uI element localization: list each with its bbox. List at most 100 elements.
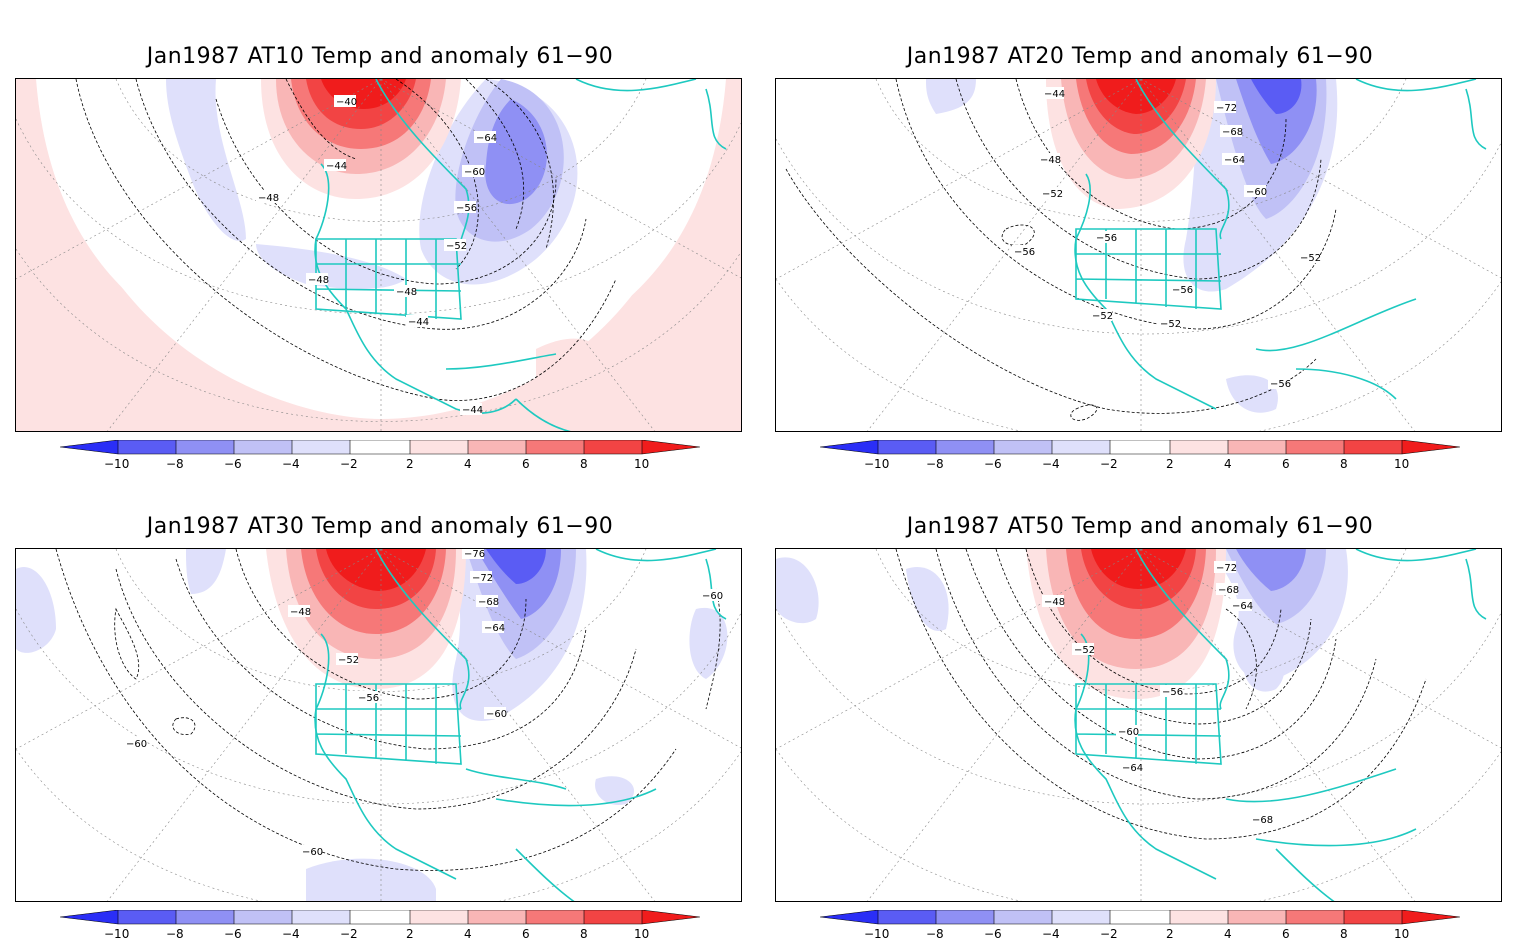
contour-label: −64 xyxy=(1122,763,1143,774)
colorbar-tick: −8 xyxy=(166,927,184,941)
contour-label: −44 xyxy=(1044,89,1065,100)
anomaly-positive-ring xyxy=(16,79,741,431)
colorbar-tick: 2 xyxy=(1166,927,1174,941)
contour-label: −60 xyxy=(464,167,485,178)
colorbar-tick: 10 xyxy=(634,457,649,471)
colorbar: −10 −8 −6 −4 −2 2 4 6 8 10 xyxy=(819,909,1461,946)
colorbar-tick: 10 xyxy=(1394,927,1409,941)
contour-label: −72 xyxy=(1216,103,1237,114)
panel-at50: Jan1987 AT50 Temp and anomaly 61−90 xyxy=(760,470,1520,941)
colorbar-tick: 10 xyxy=(634,927,649,941)
contour-label: −52 xyxy=(446,241,467,252)
contour-label: −60 xyxy=(1118,727,1139,738)
contour-label: −72 xyxy=(472,573,493,584)
contour-label: −52 xyxy=(1042,189,1063,200)
contour-label: −52 xyxy=(1092,311,1113,322)
colorbar-tick: 2 xyxy=(406,457,414,471)
contour-label: −48 xyxy=(290,607,311,618)
contour-label: −64 xyxy=(1224,155,1245,166)
map-at50: −72 −48 −68 −64 −52 −56 −60 −64 −68 xyxy=(775,548,1502,902)
colorbar-tick: −2 xyxy=(1100,457,1118,471)
contour-label: −56 xyxy=(1096,233,1117,244)
panel-title: Jan1987 AT20 Temp and anomaly 61−90 xyxy=(906,44,1374,69)
contour-label: −48 xyxy=(258,193,279,204)
map-at10: −40 −44 −48 −64 −60 −56 −52 −48 −48 −44 … xyxy=(15,78,742,432)
colorbar-tick: −4 xyxy=(1042,457,1060,471)
colorbar-tick: 6 xyxy=(1282,457,1290,471)
colorbar-tick: 8 xyxy=(580,927,588,941)
contour-label: −48 xyxy=(396,287,417,298)
contour-label: −52 xyxy=(338,655,359,666)
colorbar-tick: 10 xyxy=(1394,457,1409,471)
contour-label: −52 xyxy=(1300,253,1321,264)
contour-label: −60 xyxy=(1246,187,1267,198)
contour-label: −48 xyxy=(308,275,329,286)
colorbar-tick: −2 xyxy=(340,457,358,471)
coastline xyxy=(1074,633,1217,880)
contour-label: −60 xyxy=(126,739,147,750)
colorbar-tick: 6 xyxy=(522,927,530,941)
colorbar-tick: −4 xyxy=(282,457,300,471)
colorbar-tick: 2 xyxy=(406,927,414,941)
colorbar-tick: 4 xyxy=(1224,457,1232,471)
map-at20: −44 −72 −68 −48 −64 −52 −60 −56 −56 −52 … xyxy=(775,78,1502,432)
contour-label: −68 xyxy=(1252,815,1273,826)
contour-label: −48 xyxy=(1044,597,1065,608)
contour-label: −56 xyxy=(358,693,379,704)
panel-title: Jan1987 AT10 Temp and anomaly 61−90 xyxy=(146,44,614,69)
colorbar-tick: −6 xyxy=(224,927,242,941)
contour-label: −68 xyxy=(478,597,499,608)
colorbar-tick: 4 xyxy=(464,927,472,941)
panel-at10: Jan1987 AT10 Temp and anomaly 61−90 xyxy=(0,0,760,471)
contour-label: −76 xyxy=(464,549,485,560)
colorbar-tick: 4 xyxy=(464,457,472,471)
colorbar-tick: −4 xyxy=(1042,927,1060,941)
colorbar-tick: −10 xyxy=(864,457,889,471)
colorbar-tick: 6 xyxy=(522,457,530,471)
contour-label: −44 xyxy=(408,317,429,328)
contour-label: −60 xyxy=(702,591,723,602)
colorbar-tick: −6 xyxy=(984,457,1002,471)
colorbar-tick: −10 xyxy=(104,927,129,941)
colorbar-tick: −10 xyxy=(864,927,889,941)
colorbar-tick: −6 xyxy=(224,457,242,471)
colorbar: −10 −8 −6 −4 −2 2 4 6 8 10 xyxy=(59,909,701,946)
contour-label: −44 xyxy=(326,161,347,172)
contour-label: −56 xyxy=(1270,379,1291,390)
colorbar-tick: −2 xyxy=(340,927,358,941)
panel-title: Jan1987 AT50 Temp and anomaly 61−90 xyxy=(906,514,1374,539)
coastline xyxy=(314,163,517,414)
contour-label: −56 xyxy=(1172,285,1193,296)
contour-label: −44 xyxy=(462,405,483,416)
contour-label: −60 xyxy=(302,847,323,858)
contour-label: −52 xyxy=(1074,645,1095,656)
panel-title: Jan1987 AT30 Temp and anomaly 61−90 xyxy=(146,514,614,539)
contour-label: −64 xyxy=(484,623,505,634)
contour-label: −56 xyxy=(1162,687,1183,698)
colorbar-tick: 8 xyxy=(1340,457,1348,471)
contour-label: −72 xyxy=(1216,563,1237,574)
colorbar-tick: −8 xyxy=(926,927,944,941)
contour-label: −64 xyxy=(1232,601,1253,612)
colorbar-tick: −8 xyxy=(166,457,184,471)
colorbar-tick: 2 xyxy=(1166,457,1174,471)
contour-label: −52 xyxy=(1160,319,1181,330)
colorbar-tick: −10 xyxy=(104,457,129,471)
colorbar-tick: 4 xyxy=(1224,927,1232,941)
colorbar-tick: −2 xyxy=(1100,927,1118,941)
contour-label: −56 xyxy=(1014,247,1035,258)
contour-label: −56 xyxy=(456,203,477,214)
colorbar-tick: 6 xyxy=(1282,927,1290,941)
colorbar-tick: −6 xyxy=(984,927,1002,941)
colorbar-tick: −8 xyxy=(926,457,944,471)
contour-label: −68 xyxy=(1222,127,1243,138)
colorbar: −10 −8 −6 −4 −2 2 4 6 8 10 xyxy=(819,439,1461,476)
contour-label: −64 xyxy=(476,133,497,144)
panel-at20: Jan1987 AT20 Temp and anomaly 61−90 xyxy=(760,0,1520,471)
coastline xyxy=(314,633,457,880)
panel-at30: Jan1987 AT30 Temp and anomaly 61−90 xyxy=(0,470,760,941)
contour-label: −68 xyxy=(1218,585,1239,596)
colorbar-tick: 8 xyxy=(580,457,588,471)
colorbar-tick: 8 xyxy=(1340,927,1348,941)
contour-label: −48 xyxy=(1040,155,1061,166)
